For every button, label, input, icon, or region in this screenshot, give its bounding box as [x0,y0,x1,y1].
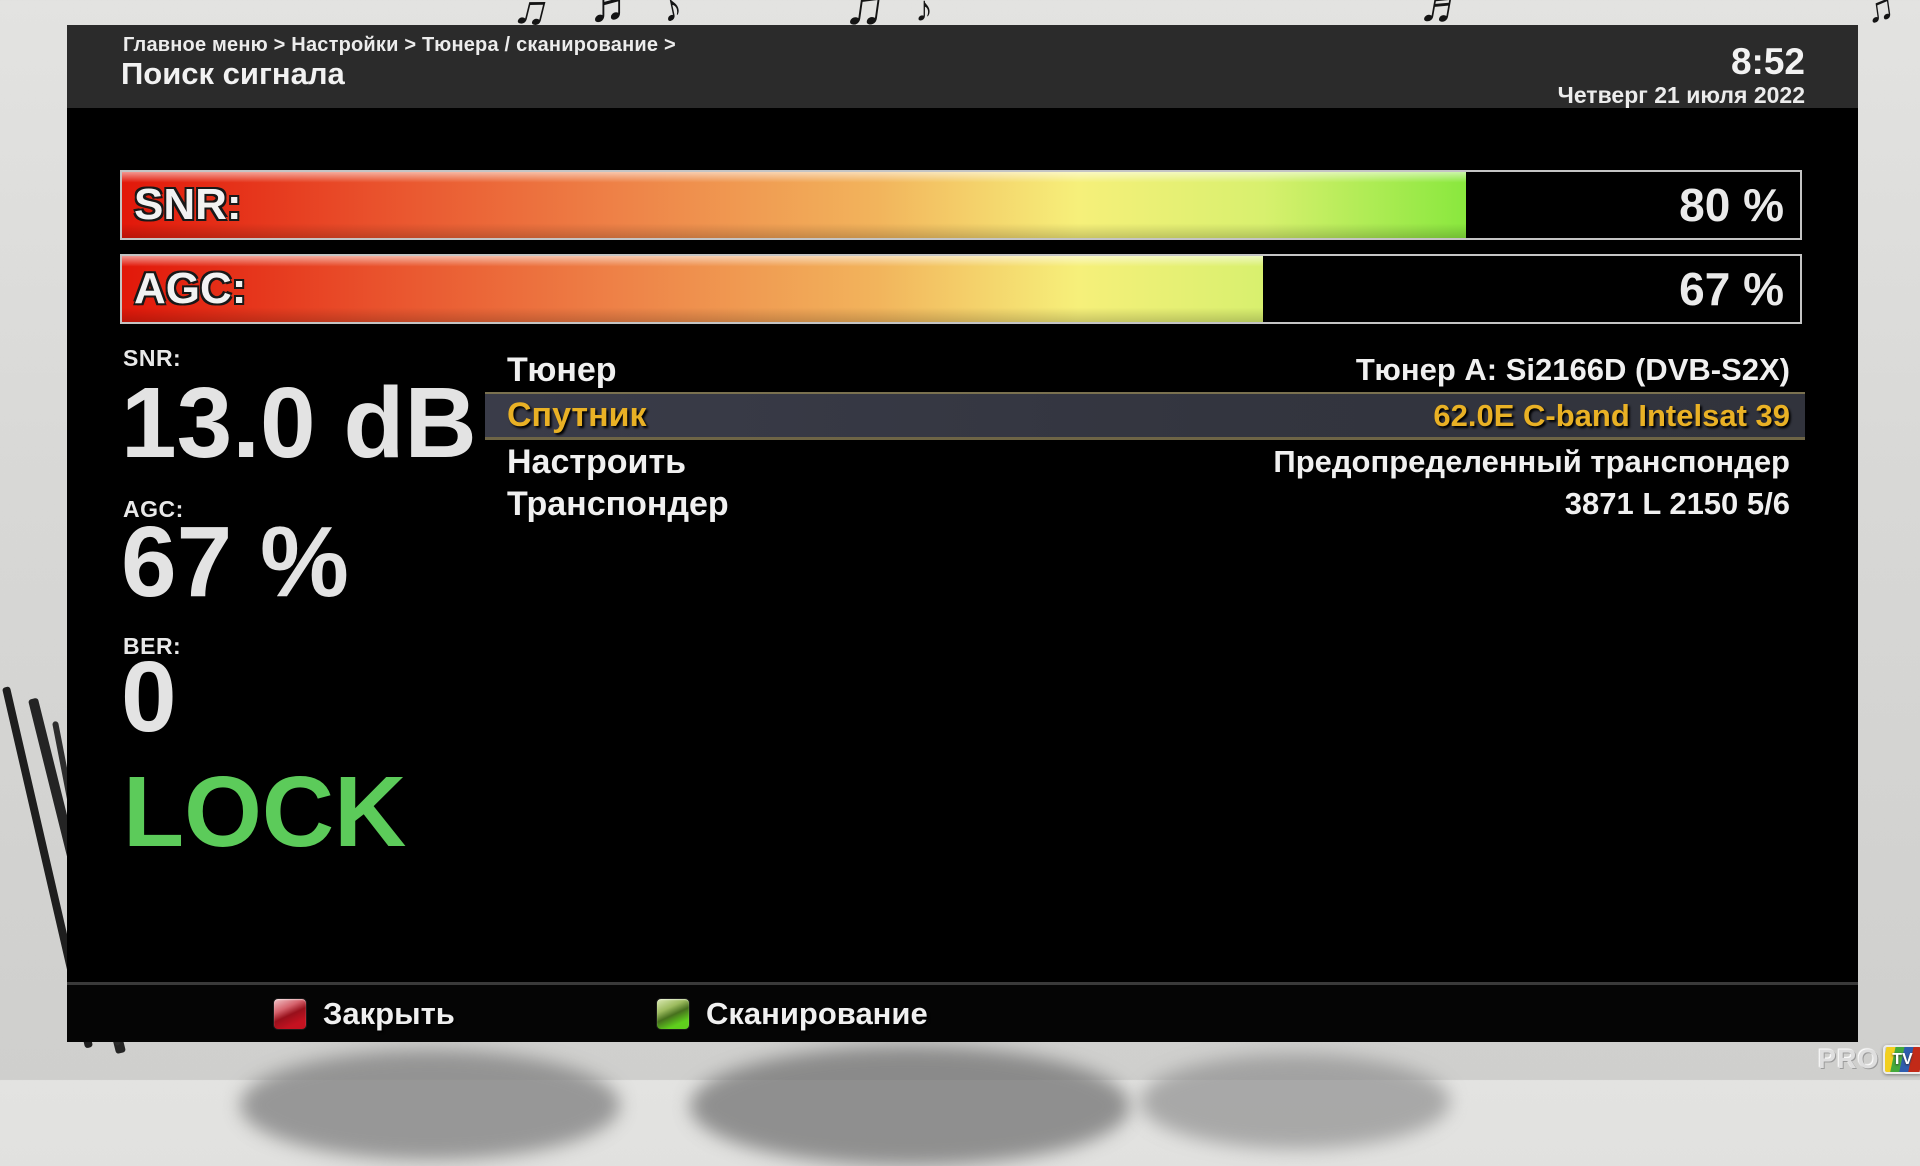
agc-signal-bar: AGC: 67 % [120,254,1802,324]
headphones-photo [240,1050,620,1160]
ber-stat-label: BER: [123,633,182,659]
menu-row-label: Настроить [507,442,687,481]
agc-stat-label: AGC: [123,496,184,522]
agc-stat-value: 67 % [121,506,349,618]
snr-signal-bar-fill [122,172,1467,238]
snr-signal-bar: SNR: 80 % [120,170,1802,240]
menu-row-transponder[interactable]: Транспондер 3871 L 2150 5/6 [485,480,1805,528]
signal-search-panel: Главное меню > Настройки > Тюнера / скан… [67,25,1858,1042]
clock-date: Четверг 21 июля 2022 [1557,82,1805,108]
clock-time: 8:52 [1730,41,1805,82]
panel-header: Главное меню > Настройки > Тюнера / скан… [67,25,1858,108]
menu-row-tuner[interactable]: Тюнер Тюнер A: Si2166D (DVB-S2X) [485,346,1805,394]
footer-bar: Закрыть Сканирование [67,982,1858,1042]
headphones-photo [1140,1054,1450,1149]
menu-row-value: 62.0E C-band Intelsat 39 [1433,397,1790,433]
menu-row-label: Спутник [507,396,647,434]
ber-stat-value: 0 [121,641,177,753]
menu-row-value: 3871 L 2150 5/6 [1564,486,1790,521]
menu-row-configure[interactable]: Настроить Предопределенный транспондер [485,438,1805,486]
close-button[interactable]: Закрыть [273,985,455,1042]
menu-row-label: Тюнер [507,350,617,389]
menu-row-label: Транспондер [507,484,729,523]
snr-stat-label: SNR: [123,345,182,371]
music-note-icon: ♫ [1863,0,1898,32]
agc-bar-label: AGC: [134,264,247,313]
menu-row-satellite[interactable]: Спутник 62.0E C-band Intelsat 39 [485,392,1805,440]
snr-bar-label: SNR: [134,180,242,229]
menu-row-value: Тюнер A: Si2166D (DVB-S2X) [1355,352,1790,387]
snr-bar-value: 80 % [1679,179,1784,231]
breadcrumb: Главное меню > Настройки > Тюнера / скан… [123,34,676,56]
pro-tv-watermark: PRO TV [1818,1044,1920,1075]
green-key-icon [656,997,690,1030]
red-key-icon [273,997,307,1030]
agc-bar-value: 67 % [1679,263,1784,315]
scan-button-label: Сканирование [706,995,928,1031]
headphones-photo [690,1046,1130,1166]
tv-logo-text: TV [1892,1050,1913,1068]
page-title: Поиск сигнала [121,56,345,91]
close-button-label: Закрыть [323,995,455,1031]
snr-stat-value: 13.0 dB [121,367,477,479]
tv-logo-icon: TV [1882,1045,1920,1074]
pro-tv-text: PRO [1818,1044,1880,1074]
lock-status: LOCK [123,756,407,868]
scan-button[interactable]: Сканирование [656,985,928,1042]
agc-signal-bar-fill [122,256,1264,322]
menu-row-value: Предопределенный транспондер [1273,444,1790,479]
music-note-icon: ♪ [915,0,933,29]
